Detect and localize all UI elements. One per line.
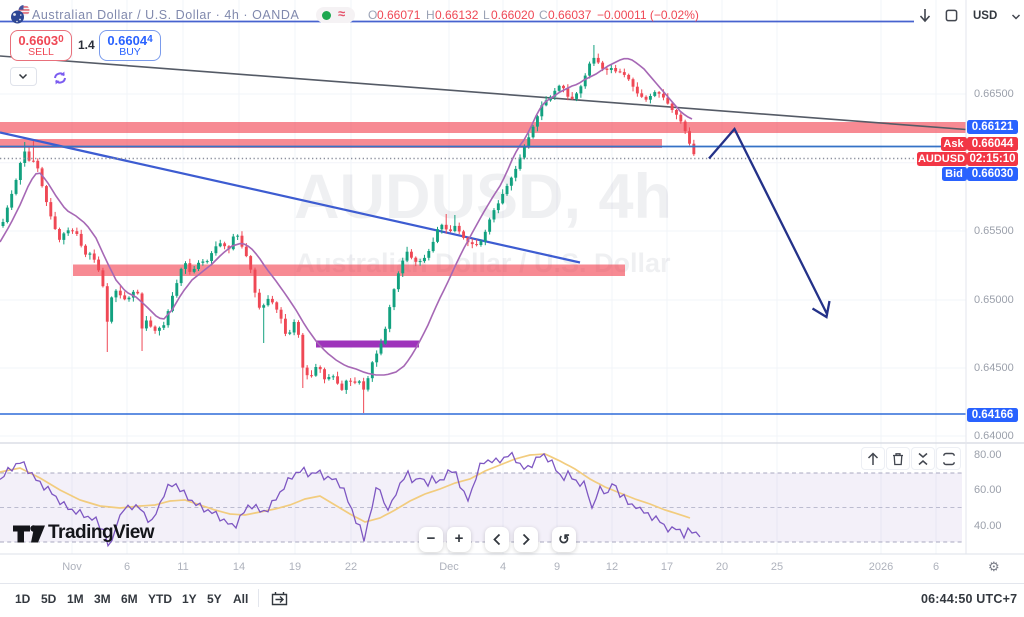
svg-text:AUDUSD, 4h: AUDUSD, 4h [294, 162, 672, 232]
